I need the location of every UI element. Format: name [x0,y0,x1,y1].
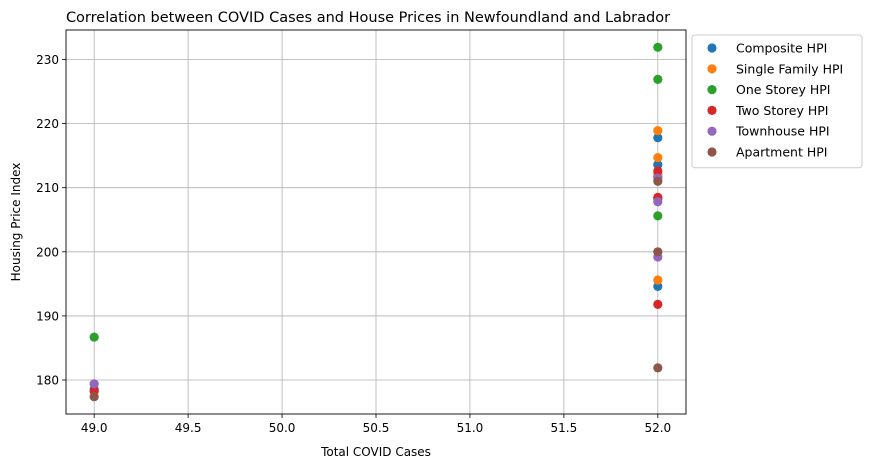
data-point-one-storey-hpi [89,332,99,342]
data-point-two-storey-hpi [653,166,663,176]
data-point-apartment-hpi [653,176,663,186]
y-axis-ticks: 180 190 200 210 220 230 [36,53,66,388]
data-point-apartment-hpi [89,392,99,402]
data-point-apartment-hpi [653,247,663,257]
legend: Composite HPI Single Family HPI One Storey… [691,34,863,169]
data-point-single-family-hpi [653,126,663,136]
y-tick-label: 210 [36,181,59,195]
data-point-composite-hpi [653,281,663,292]
y-tick-label: 180 [36,374,59,388]
x-tick-label: 50.0 [269,421,296,435]
data-point-one-storey-hpi [653,42,663,52]
grid [66,30,686,414]
legend-marker [707,85,717,95]
data-point-apartment-hpi [653,363,663,373]
legend-marker [707,147,717,157]
y-tick-label: 190 [36,309,59,323]
legend-label: Townhouse HPI [735,124,830,139]
chart-title: Correlation between COVID Cases and Hous… [66,10,670,26]
data-point-one-storey-hpi [653,211,663,221]
data-point-townhouse-hpi [89,379,99,389]
data-point-single-family-hpi [653,275,663,285]
data-point-single-family-hpi [653,152,663,163]
data-point-one-storey-hpi [653,74,663,84]
legend-marker [707,126,717,136]
legend-label: Single Family HPI [736,61,843,76]
x-axis-title: Total COVID Cases [320,445,431,459]
data-point-composite-hpi [653,160,663,170]
legend-label: Two Storey HPI [735,103,828,118]
x-tick-label: 52.0 [644,421,671,435]
y-tick-label: 220 [36,117,59,131]
x-axis-ticks: 49.0 49.5 50.0 50.5 51.0 51.5 52.0 [81,414,671,435]
y-axis-title: Housing Price Index [9,163,23,282]
legend-box [691,34,863,169]
data-point-townhouse-hpi [653,197,663,207]
x-tick-label: 49.5 [175,421,202,435]
x-tick-label: 49.0 [81,421,108,435]
legend-marker [707,43,717,53]
y-tick-label: 200 [36,245,59,259]
data-points [89,42,663,402]
legend-label: Composite HPI [736,41,827,56]
x-tick-label: 51.5 [551,421,578,435]
x-tick-label: 51.0 [457,421,484,435]
data-point-two-storey-hpi [653,299,663,309]
x-tick-label: 50.5 [363,421,390,435]
legend-label: Apartment HPI [736,145,827,160]
y-tick-label: 230 [36,53,59,67]
data-point-composite-hpi [653,133,663,143]
legend-marker [707,64,717,74]
legend-label: One Storey HPI [736,82,830,97]
legend-marker [707,105,717,115]
